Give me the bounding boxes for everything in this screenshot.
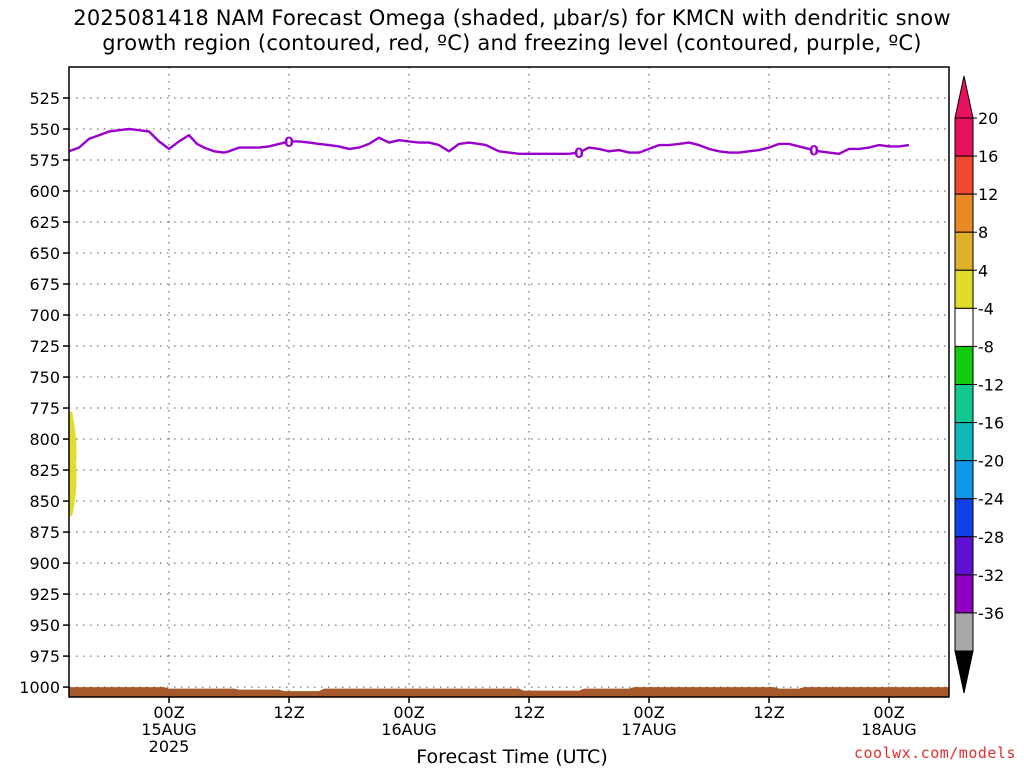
omega-shade-region bbox=[69, 411, 77, 516]
colorbar-label: 20 bbox=[978, 109, 998, 128]
colorbar-segment bbox=[954, 384, 974, 424]
y-tick-label: 600 bbox=[29, 182, 60, 201]
chart-title: 2025081418 NAM Forecast Omega (shaded, μ… bbox=[0, 6, 1024, 56]
colorbar-label: 8 bbox=[978, 223, 988, 242]
y-tick-label: 575 bbox=[29, 151, 60, 170]
colorbar-segment bbox=[954, 117, 974, 157]
x-axis-label: Forecast Time (UTC) bbox=[416, 746, 608, 768]
contour-label-bg bbox=[575, 144, 583, 161]
y-tick-label: 700 bbox=[29, 306, 60, 325]
colorbar-label: 12 bbox=[978, 185, 998, 204]
x-tick-label: 12Z bbox=[273, 703, 304, 722]
x-tick-label: 12Z bbox=[753, 703, 784, 722]
colorbar-arrow-bottom bbox=[954, 650, 974, 694]
chart-title-line1: 2025081418 NAM Forecast Omega (shaded, μ… bbox=[73, 6, 951, 30]
x-tick-label: 17AUG bbox=[621, 720, 676, 739]
y-tick-label: 750 bbox=[29, 368, 60, 387]
colorbar: 20 16 12 8 4 -4 -8 -12 -16 -20 -24 -28 -32 -36 bbox=[954, 75, 1004, 694]
x-tick-label: 2025 bbox=[149, 737, 190, 756]
colorbar-segment bbox=[954, 155, 974, 195]
y-tick-label: 650 bbox=[29, 244, 60, 263]
freezing-level-line bbox=[68, 127, 910, 155]
x-tick-label: 16AUG bbox=[381, 720, 436, 739]
y-tick-label: 825 bbox=[29, 461, 60, 480]
colorbar-segment bbox=[954, 498, 974, 538]
y-tick-label: 550 bbox=[29, 120, 60, 139]
y-tick-label: 950 bbox=[29, 616, 60, 635]
surface-terrain bbox=[69, 687, 949, 697]
y-tick-label: 525 bbox=[29, 89, 60, 108]
colorbar-label: -32 bbox=[978, 566, 1004, 585]
grid-lines bbox=[69, 67, 949, 697]
freezing-level-contour: 0 0 0 bbox=[68, 127, 910, 162]
y-tick-label: 975 bbox=[29, 647, 60, 666]
colorbar-segment bbox=[954, 536, 974, 576]
colorbar-label: -12 bbox=[978, 376, 1004, 395]
surface-fill bbox=[69, 687, 949, 697]
y-tick-label: 800 bbox=[29, 430, 60, 449]
y-tick-label: 900 bbox=[29, 554, 60, 573]
y-tick-label: 875 bbox=[29, 523, 60, 542]
omega-shading bbox=[69, 411, 77, 516]
freezing-level-label: 0 bbox=[284, 135, 294, 151]
colorbar-segment bbox=[954, 269, 974, 309]
y-tick-label: 625 bbox=[29, 213, 60, 232]
x-tick-label: 18AUG bbox=[861, 720, 916, 739]
colorbar-label: -8 bbox=[978, 337, 994, 356]
y-axis: 525 550 575 600 625 650 675 700 725 750 775 800 825 8… bbox=[19, 89, 69, 697]
x-tick-label: 00Z bbox=[873, 703, 904, 722]
freezing-level-label: 0 bbox=[809, 144, 819, 160]
colorbar-segment bbox=[954, 345, 974, 385]
x-tick-label: 00Z bbox=[153, 703, 184, 722]
x-tick-label: 00Z bbox=[393, 703, 424, 722]
plot-area bbox=[69, 67, 949, 697]
y-tick-label: 775 bbox=[29, 399, 60, 418]
colorbar-segment bbox=[954, 422, 974, 462]
colorbar-label: -28 bbox=[978, 528, 1004, 547]
y-tick-label: 675 bbox=[29, 275, 60, 294]
colorbar-label: -24 bbox=[978, 490, 1004, 509]
chart-title-line2: growth region (contoured, red, ºC) and f… bbox=[102, 31, 922, 55]
colorbar-segment bbox=[954, 193, 974, 233]
x-tick-label: 00Z bbox=[633, 703, 664, 722]
colorbar-segment bbox=[954, 231, 974, 271]
colorbar-label: -20 bbox=[978, 452, 1004, 471]
colorbar-label: 4 bbox=[978, 261, 988, 280]
colorbar-segment bbox=[954, 460, 974, 500]
colorbar-segment bbox=[954, 307, 974, 347]
colorbar-label: -16 bbox=[978, 414, 1004, 433]
colorbar-label: -4 bbox=[978, 299, 994, 318]
y-tick-label: 1000 bbox=[19, 678, 60, 697]
colorbar-segment bbox=[954, 612, 974, 652]
colorbar-label: -36 bbox=[978, 604, 1004, 623]
x-tick-label: 15AUG bbox=[141, 720, 196, 739]
y-tick-label: 725 bbox=[29, 337, 60, 356]
contour-label-bg bbox=[285, 133, 293, 150]
contour-label-bg bbox=[810, 142, 818, 159]
x-tick-label: 12Z bbox=[513, 703, 544, 722]
freezing-level-label: 0 bbox=[574, 146, 584, 162]
credit-text: coolwx.com/models bbox=[853, 744, 1016, 762]
plot-frame bbox=[68, 66, 950, 698]
colorbar-label: 16 bbox=[978, 147, 998, 166]
y-tick-label: 925 bbox=[29, 585, 60, 604]
colorbar-segment bbox=[954, 574, 974, 614]
colorbar-arrow-top bbox=[954, 75, 974, 119]
y-tick-label: 850 bbox=[29, 492, 60, 511]
